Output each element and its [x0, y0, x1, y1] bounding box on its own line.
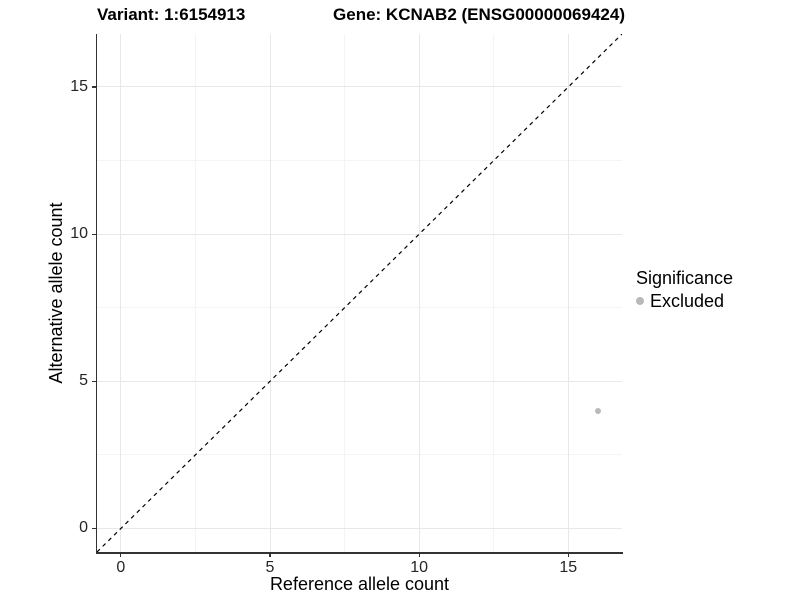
y-gridline-minor [97, 307, 622, 309]
x-tick-mark [567, 552, 569, 557]
y-tick-label: 10 [70, 225, 88, 243]
y-gridline-minor [97, 160, 622, 162]
data-point [595, 407, 602, 414]
identity-line [97, 34, 622, 552]
y-gridline [97, 380, 622, 382]
x-tick-label: 10 [410, 559, 429, 576]
x-gridline [120, 34, 122, 552]
x-tick-mark [120, 552, 122, 557]
y-tick-mark [92, 527, 97, 530]
legend-items: Excluded [636, 291, 733, 311]
x-gridline [269, 34, 271, 552]
legend-key-dot [636, 297, 644, 305]
y-axis-title: Alternative allele count [46, 202, 66, 384]
x-tick-label: 5 [265, 559, 275, 576]
y-gridline [97, 233, 622, 235]
y-tick-label: 15 [70, 77, 88, 95]
y-gridline [97, 527, 622, 529]
legend: Significance Excluded [636, 268, 733, 311]
plot-title-variant: Variant: 1:6154913 [97, 5, 246, 24]
plot-panel [97, 34, 622, 552]
x-tick-mark [418, 552, 420, 557]
x-tick-mark [269, 552, 271, 557]
y-tick-mark [92, 380, 97, 382]
y-tick-mark [92, 233, 97, 235]
x-axis-title: Reference allele count [269, 574, 450, 594]
x-gridline [567, 34, 569, 552]
legend-item: Excluded [636, 291, 733, 311]
legend-item-label: Excluded [650, 291, 725, 311]
plot-title-gene: Gene: KCNAB2 (ENSG00000069424) [333, 5, 625, 24]
y-axis-line [95, 34, 97, 554]
legend-title: Significance [636, 268, 734, 288]
x-gridline-minor [344, 34, 346, 552]
x-gridline-minor [493, 34, 495, 552]
y-gridline [97, 86, 622, 88]
y-gridline-minor [97, 454, 622, 456]
y-tick-label: 5 [79, 372, 88, 390]
x-axis-line [95, 552, 623, 554]
y-tick-label: 0 [79, 519, 88, 537]
plot-title: Variant: 1:6154913 Gene: KCNAB2 (ENSG000… [97, 5, 625, 25]
x-tick-label: 0 [116, 559, 126, 576]
x-tick-label: 15 [559, 559, 578, 576]
x-gridline [418, 34, 420, 552]
y-tick-mark [92, 86, 97, 88]
x-gridline-minor [194, 34, 196, 552]
